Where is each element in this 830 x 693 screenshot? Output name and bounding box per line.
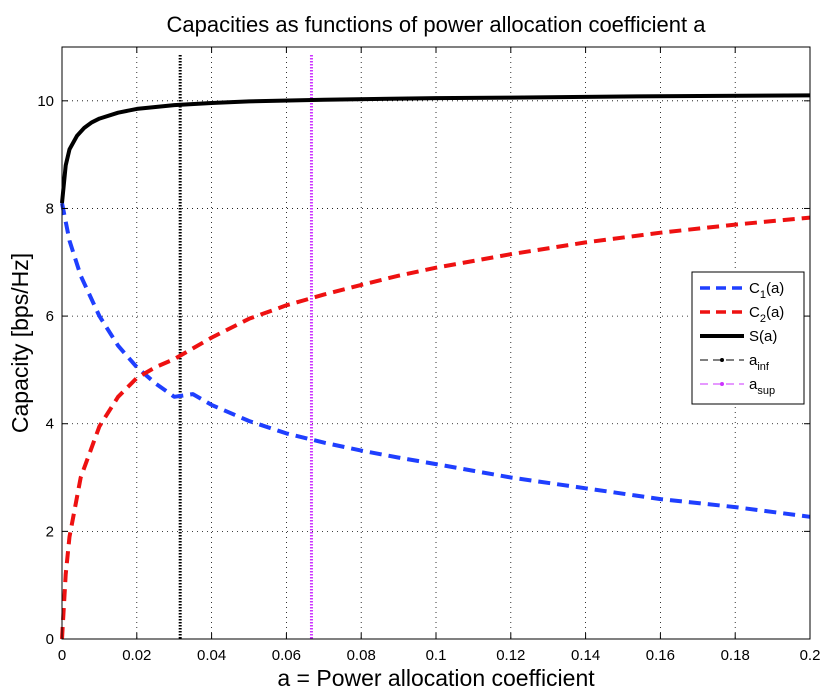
reference-lines <box>178 55 313 639</box>
x-tick-label: 0.2 <box>800 647 821 664</box>
x-tick-label: 0 <box>58 647 66 664</box>
series-line-sa <box>60 93 811 204</box>
series-line-c2a <box>60 215 811 640</box>
y-axis-label: Capacity [bps/Hz] <box>7 253 33 433</box>
y-tick-label: 10 <box>37 93 54 110</box>
y-tick-label: 6 <box>46 308 54 325</box>
legend-label: S(a) <box>749 328 777 345</box>
x-tick-label: 0.14 <box>571 647 600 664</box>
legend-label-sub: inf <box>757 361 770 373</box>
legend-label-main: a <box>749 352 758 369</box>
legend-label: asup <box>749 376 775 397</box>
legend-marker <box>720 382 724 386</box>
legend-label-main: S(a) <box>749 328 777 345</box>
legend-label-main: a <box>749 376 758 393</box>
y-tick-label: 8 <box>46 200 54 217</box>
x-tick-label: 0.02 <box>122 647 151 664</box>
x-tick-label: 0.08 <box>347 647 376 664</box>
x-tick-label: 0.06 <box>272 647 301 664</box>
axis-ticks: 0 0.02 0.04 0.06 0.08 0.1 0.12 0.14 0.16 0.18 0.2 0… <box>37 47 820 664</box>
x-tick-label: 0.18 <box>721 647 750 664</box>
legend-label-sub: sup <box>757 385 775 397</box>
legend-label-tail: (a) <box>766 304 784 321</box>
x-tick-label: 0.1 <box>426 647 447 664</box>
series-group <box>60 93 811 640</box>
y-tick-label: 4 <box>46 416 54 433</box>
x-tick-label: 0.12 <box>496 647 525 664</box>
y-tick-label: 2 <box>46 523 54 540</box>
legend-label-main: C <box>749 304 760 321</box>
x-axis-label: a = Power allocation coefficient <box>277 665 595 691</box>
legend-label-main: C <box>749 280 760 297</box>
legend-label: ainf <box>749 352 770 373</box>
x-tick-label: 0.16 <box>646 647 675 664</box>
y-tick-label: 0 <box>46 631 54 648</box>
legend-label-sub: 1 <box>760 289 766 301</box>
legend-label-sub: 2 <box>760 313 766 325</box>
legend-marker <box>720 358 724 362</box>
x-tick-label: 0.04 <box>197 647 226 664</box>
legend-label: C1(a) <box>749 280 784 301</box>
chart-title: Capacities as functions of power allocat… <box>167 12 707 37</box>
series-line-c1a <box>60 202 811 519</box>
legend-label: C2(a) <box>749 304 784 325</box>
legend-label-tail: (a) <box>766 280 784 297</box>
